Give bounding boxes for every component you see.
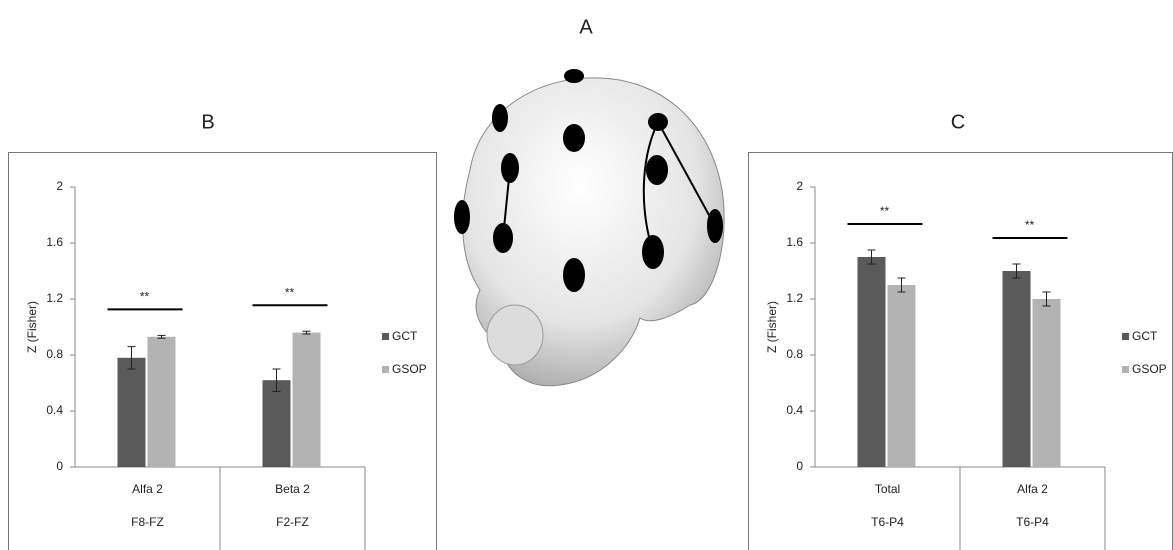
significance-label: ** [1025,218,1035,232]
bar [1002,271,1031,467]
x-tick-label: Total [875,482,900,496]
y-tick-label: 2 [56,179,63,193]
bar [292,332,321,467]
bar [262,380,291,467]
bar [1032,299,1061,467]
bar [887,285,916,467]
y-tick-label: 0.8 [46,347,63,361]
legend-label: GSOP [1132,362,1167,376]
y-tick-label: 0.4 [46,403,63,417]
y-tick-label: 0 [796,459,803,473]
panel-frame [8,152,437,550]
panel-title: B [201,111,214,133]
legend-swatch [1122,366,1129,373]
error-bar [157,334,166,339]
x-tick-label: Alfa 2 [132,482,163,496]
legend-swatch [1122,333,1129,340]
legend-label: GCT [392,329,418,343]
x-sub-label: T6-P4 [1016,515,1049,529]
significance-label: ** [285,285,295,299]
panel-label: A [579,16,593,38]
error-bar [127,346,136,370]
x-tick-label: Alfa 2 [1017,482,1048,496]
panel-title: C [951,111,965,133]
bar [857,257,886,467]
bar [117,357,146,467]
x-sub-label: F2-FZ [276,515,309,529]
error-bar [1042,291,1051,307]
error-bar [897,277,906,293]
significance-label: ** [140,290,150,304]
bar [147,336,176,467]
legend-swatch [382,366,389,373]
legend-label: GCT [1132,329,1158,343]
x-sub-label: F8-FZ [131,515,164,529]
x-tick-label: Beta 2 [275,482,310,496]
brain-diagram [454,69,725,387]
significance-label: ** [880,204,890,218]
y-tick-label: 1.6 [46,235,63,249]
error-bar [272,368,281,392]
y-axis-label: Z (Fisher) [765,301,779,353]
y-tick-label: 0.8 [786,347,803,361]
y-tick-label: 2 [796,179,803,193]
y-tick-label: 0.4 [786,403,803,417]
error-bar [1012,263,1021,279]
legend-label: GSOP [392,362,427,376]
y-axis-label: Z (Fisher) [25,301,39,353]
x-sub-label: T6-P4 [871,515,904,529]
y-tick-label: 1.6 [786,235,803,249]
y-tick-label: 1.2 [786,291,803,305]
error-bar [867,249,876,265]
legend-swatch [382,333,389,340]
error-bar [302,330,311,335]
y-tick-label: 0 [56,459,63,473]
y-tick-label: 1.2 [46,291,63,305]
